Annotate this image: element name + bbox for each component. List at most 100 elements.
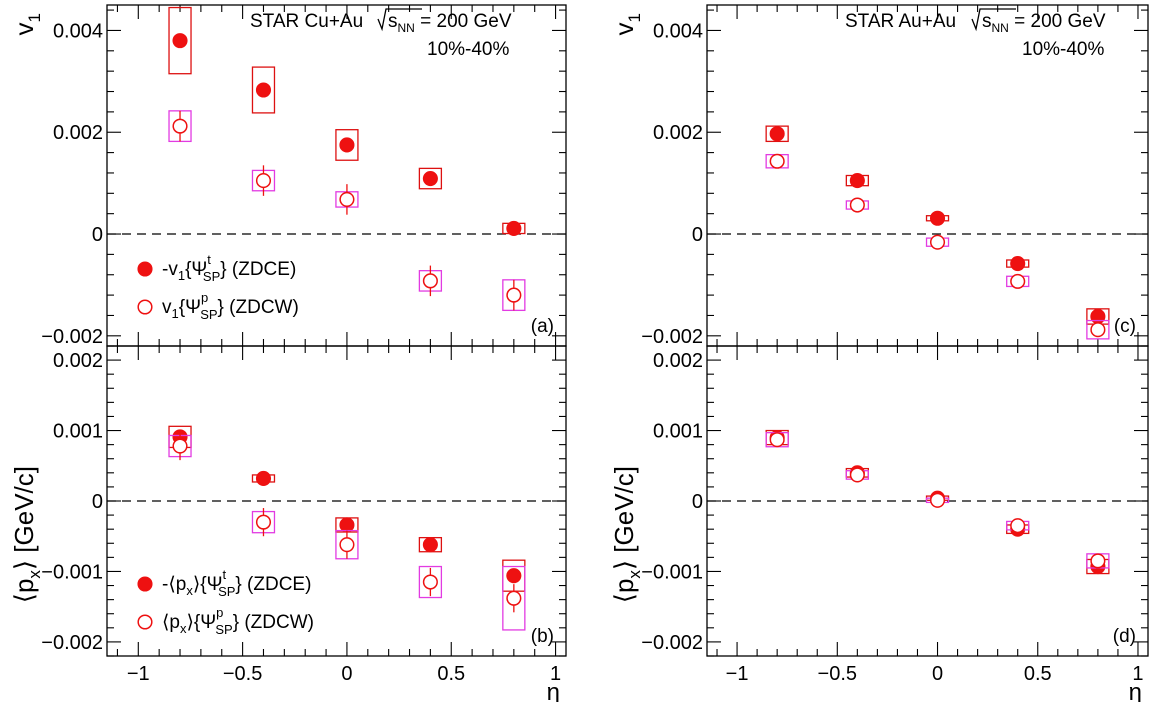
panel-label: (a) [531,316,554,337]
legend-text-sub: SP [203,269,220,284]
sys-error-box [418,167,443,190]
legend-text-part: ⟨p [162,612,180,633]
legend-text-sup: t [207,252,211,267]
y-axis-label-main: ⟨p [9,579,39,604]
legend-text-part: v [162,297,172,318]
x-tick-label: 0 [932,663,943,685]
y-tick-label: −0.001 [641,561,703,583]
legend-label: v1{Ψp SP} (ZDCW) [162,290,299,322]
y-tick-label: −0.002 [641,632,703,654]
data-point-open [255,173,272,189]
legend-text-sub: SP [218,584,235,599]
y-tick-label: 0 [692,224,703,246]
y-axis-label-main: v [9,22,39,35]
panel-d: −0.002 −0.001 0 0.001 0.002 −1 −0.5 0 0.5 1η ⟨px⟩ … [609,345,1149,702]
legend-marker [137,576,153,592]
legend-text-part: ⟩{Ψ [186,612,216,633]
data-point-open [1010,273,1026,289]
y-axis-label: ⟨px⟩ [GeV/c] [609,466,644,603]
title-centrality: 10%-40% [427,39,509,60]
legend-text-sup: p [216,605,223,620]
title-system: STAR Au+Au [845,11,961,32]
data-point-open [769,153,785,169]
panel-label: (d) [1113,626,1136,647]
y-axis-label: v1 [609,13,644,35]
x-tick-label: −1 [127,663,150,685]
panel-c: −0.002 0 0.002 0.004 v1 (c) STAR Au+Au sNN = 2… [609,4,1149,348]
data-point-open [339,191,355,207]
y-tick-label: −0.002 [41,326,103,348]
y-tick-label: 0.004 [53,20,103,42]
sqrt-sign [971,8,1016,32]
data-point-filled [172,33,188,49]
data-point-open [506,287,522,303]
x-tick-label: −0.5 [818,663,857,685]
x-tick-label: −0.5 [223,663,262,685]
panel-label: (b) [531,626,554,647]
y-axis-label: v1 [9,13,44,35]
legend-text-sub: SP [215,622,232,637]
data-point-open [172,438,188,454]
y-tick-label: 0.002 [53,122,103,144]
y-axis-label-main: ⟨p [609,579,639,604]
legend-text-sub: x [186,583,193,598]
x-axis-label: η [547,679,560,702]
legend-text-part: {Ψ [185,259,207,280]
y-tick-label: 0.001 [653,421,703,443]
x-tick-label: 0 [341,663,352,685]
title-energy: = 200 GeV [1009,11,1106,32]
data-point-open [172,118,188,134]
y-axis-label-tail: ⟩ [GeV/c] [9,466,39,570]
data-point-filled [422,537,438,553]
x-tick-label: 1 [550,663,561,685]
title-sqrt-s: s [388,11,398,32]
chart-title: STAR Au+Au sNN = 200 GeV [845,11,1106,35]
y-tick-label: 0.001 [53,421,103,443]
legend-marker [137,299,153,315]
y-tick-label: −0.001 [41,561,103,583]
legend-marker [137,261,153,277]
legend-text-sup: t [222,567,226,582]
data-point-open [929,234,946,250]
y-axis-label-sub: 1 [25,13,44,22]
title-sqrt-sub: NN [398,21,415,35]
data-point-filled [255,82,272,98]
panel-label: (c) [1114,316,1136,337]
legend-text-sup: p [201,290,208,305]
y-tick-label: 0 [92,491,103,513]
data-point-filled [1090,308,1106,325]
sqrt-sign [377,8,422,32]
data-point-open [1010,518,1026,534]
data-point-filled [1010,255,1026,272]
x-tick-label: 1 [1132,663,1143,685]
legend-text-part: } (ZDCE) [220,259,296,280]
y-tick-label: 0.002 [653,350,703,372]
y-tick-label: 0.004 [653,20,703,42]
x-tick-label: 0.5 [437,663,465,685]
data-point-filled [339,517,355,533]
legend-label: ⟨px⟩{Ψp SP} (ZDCW) [162,605,314,637]
data-point-open [849,467,865,483]
data-point-filled [506,220,522,236]
data-point-open [422,273,438,289]
legend-label: -v1{Ψt SP} (ZDCE) [162,252,296,284]
legend-text-part: } (ZDCW) [233,612,314,633]
data-point-filled [769,126,785,142]
legend-text-part: -⟨p [162,574,186,595]
sys-error-box [168,6,192,75]
x-axis-label: η [1129,679,1142,702]
data-point-filled [255,470,272,487]
title-system: STAR Cu+Au [250,11,368,32]
data-point-open [255,514,272,530]
y-axis-label-sub: 1 [625,13,644,22]
data-point-open [422,574,438,590]
data-point-filled [849,173,865,189]
y-axis-label-main: v [609,22,639,35]
sys-error-box [765,125,789,143]
sys-error-box [418,565,443,599]
data-point-filled [929,210,946,226]
data-point-filled [422,171,438,187]
data-point-open [849,197,865,213]
title-sqrt-s: s [982,11,992,32]
